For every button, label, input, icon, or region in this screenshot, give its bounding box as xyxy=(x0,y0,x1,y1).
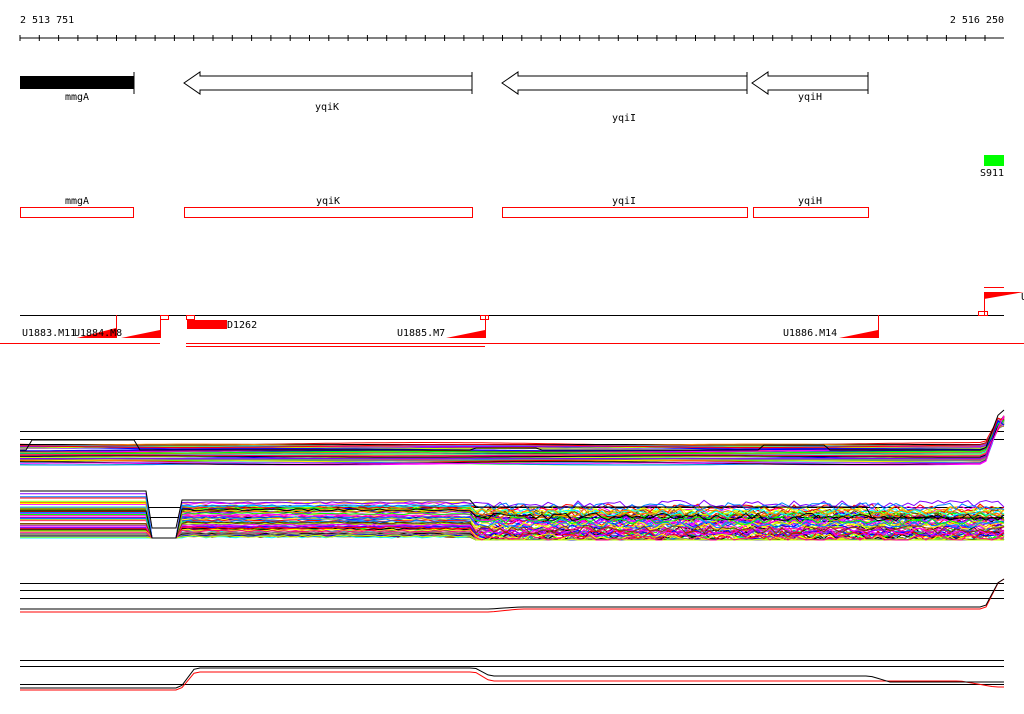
trace-line xyxy=(20,525,1005,539)
trace-line xyxy=(20,496,1005,539)
annotation-label-yqiK: yqiK xyxy=(316,196,340,207)
trace-line xyxy=(20,521,1005,539)
transcript-label-U: U xyxy=(1021,292,1024,303)
trace-line xyxy=(20,516,1005,539)
annotation-label-yqiH: yqiH xyxy=(798,196,822,207)
annotation-box-yqiH[interactable] xyxy=(753,207,869,218)
trace-line xyxy=(20,493,1005,539)
trace-line xyxy=(19,417,1005,448)
gene-label-yqiK: yqiK xyxy=(315,102,339,113)
annotation-label-yqiI: yqiI xyxy=(612,196,636,207)
gene-yqiK[interactable] xyxy=(183,71,473,95)
annotation-box-yqiK[interactable] xyxy=(184,207,473,218)
feature-track: S911 xyxy=(980,155,1004,179)
trace-line xyxy=(20,504,1005,539)
trace-line xyxy=(20,497,1005,539)
trace-line xyxy=(20,420,1005,452)
ramp-U xyxy=(984,292,1024,299)
trace-line xyxy=(20,409,1005,451)
gene-label-mmgA: mmgA xyxy=(65,92,89,103)
trace-line xyxy=(20,419,1005,447)
trace-line xyxy=(19,419,1005,465)
site-marker xyxy=(480,315,489,320)
trace-line xyxy=(19,419,1005,458)
ramp-U1884 xyxy=(121,330,160,338)
transcript-label-D1262: D1262 xyxy=(227,320,257,331)
ruler-ticks xyxy=(19,35,986,41)
trace-line xyxy=(20,517,1005,539)
gene-label-yqiH: yqiH xyxy=(798,92,822,103)
position-ruler: 2 513 751 2 516 250 xyxy=(19,15,1004,41)
site-marker xyxy=(160,315,169,320)
transcript-label-U1883: U1883.M11 xyxy=(22,328,76,339)
ruler-start-label: 2 513 751 xyxy=(20,15,74,26)
site-marker xyxy=(978,311,988,316)
gene-yqiI[interactable] xyxy=(501,71,748,95)
ramp-U1885 xyxy=(446,330,485,338)
transcript-label-U1885: U1885.M7 xyxy=(397,328,445,339)
trace-line xyxy=(20,421,1005,445)
ramp-U1883 xyxy=(77,328,116,338)
trace-line xyxy=(19,419,1005,446)
ramp-U1886 xyxy=(839,330,878,338)
feature-label: S911 xyxy=(980,168,1004,179)
trace-line xyxy=(20,515,1005,539)
annotation-box-yqiI[interactable] xyxy=(502,207,748,218)
trace-line xyxy=(20,667,1004,689)
trace-line xyxy=(20,523,1005,539)
annotation-box-mmgA[interactable] xyxy=(20,207,134,218)
ruler-end-label: 2 516 250 xyxy=(950,15,1004,26)
feature-S911[interactable] xyxy=(984,155,1004,166)
trace-line xyxy=(20,529,1005,541)
transcript-label-U1886: U1886.M14 xyxy=(783,328,837,339)
segment-D1262[interactable] xyxy=(187,320,227,329)
trace-line xyxy=(19,422,1005,456)
trace-line xyxy=(20,671,1004,691)
annotation-label-mmgA: mmgA xyxy=(65,196,89,207)
annotation-track: mmgA yqiK yqiI yqiH xyxy=(20,196,869,218)
trace-line xyxy=(20,417,1005,447)
trace-line xyxy=(20,508,1005,539)
gene-yqiH[interactable] xyxy=(751,71,869,95)
trace-line xyxy=(20,578,1005,613)
gene-label-yqiI: yqiI xyxy=(612,113,636,124)
trace-line xyxy=(20,578,1005,610)
trace-line xyxy=(20,534,1004,541)
trace-line xyxy=(19,419,1005,454)
transcript-label-U1884: U1884.M8 xyxy=(74,328,122,339)
trace-line xyxy=(20,490,1004,529)
gene-track: mmgA yqiK yqiI yqiH xyxy=(20,71,869,124)
trace-line xyxy=(20,512,1005,539)
trace-line xyxy=(20,507,1005,539)
site-marker xyxy=(186,315,195,320)
trace-line xyxy=(20,415,1005,464)
trace-line xyxy=(20,417,1005,457)
trace-line xyxy=(19,425,1005,448)
transcript-track: D1262 U U1883.M11 U1884.M8 U1885.M7 U188… xyxy=(0,287,1024,347)
trace-line xyxy=(20,526,1005,540)
gene-mmgA[interactable] xyxy=(20,76,134,89)
expression-traces xyxy=(19,409,1005,691)
trace-line xyxy=(20,419,1005,460)
